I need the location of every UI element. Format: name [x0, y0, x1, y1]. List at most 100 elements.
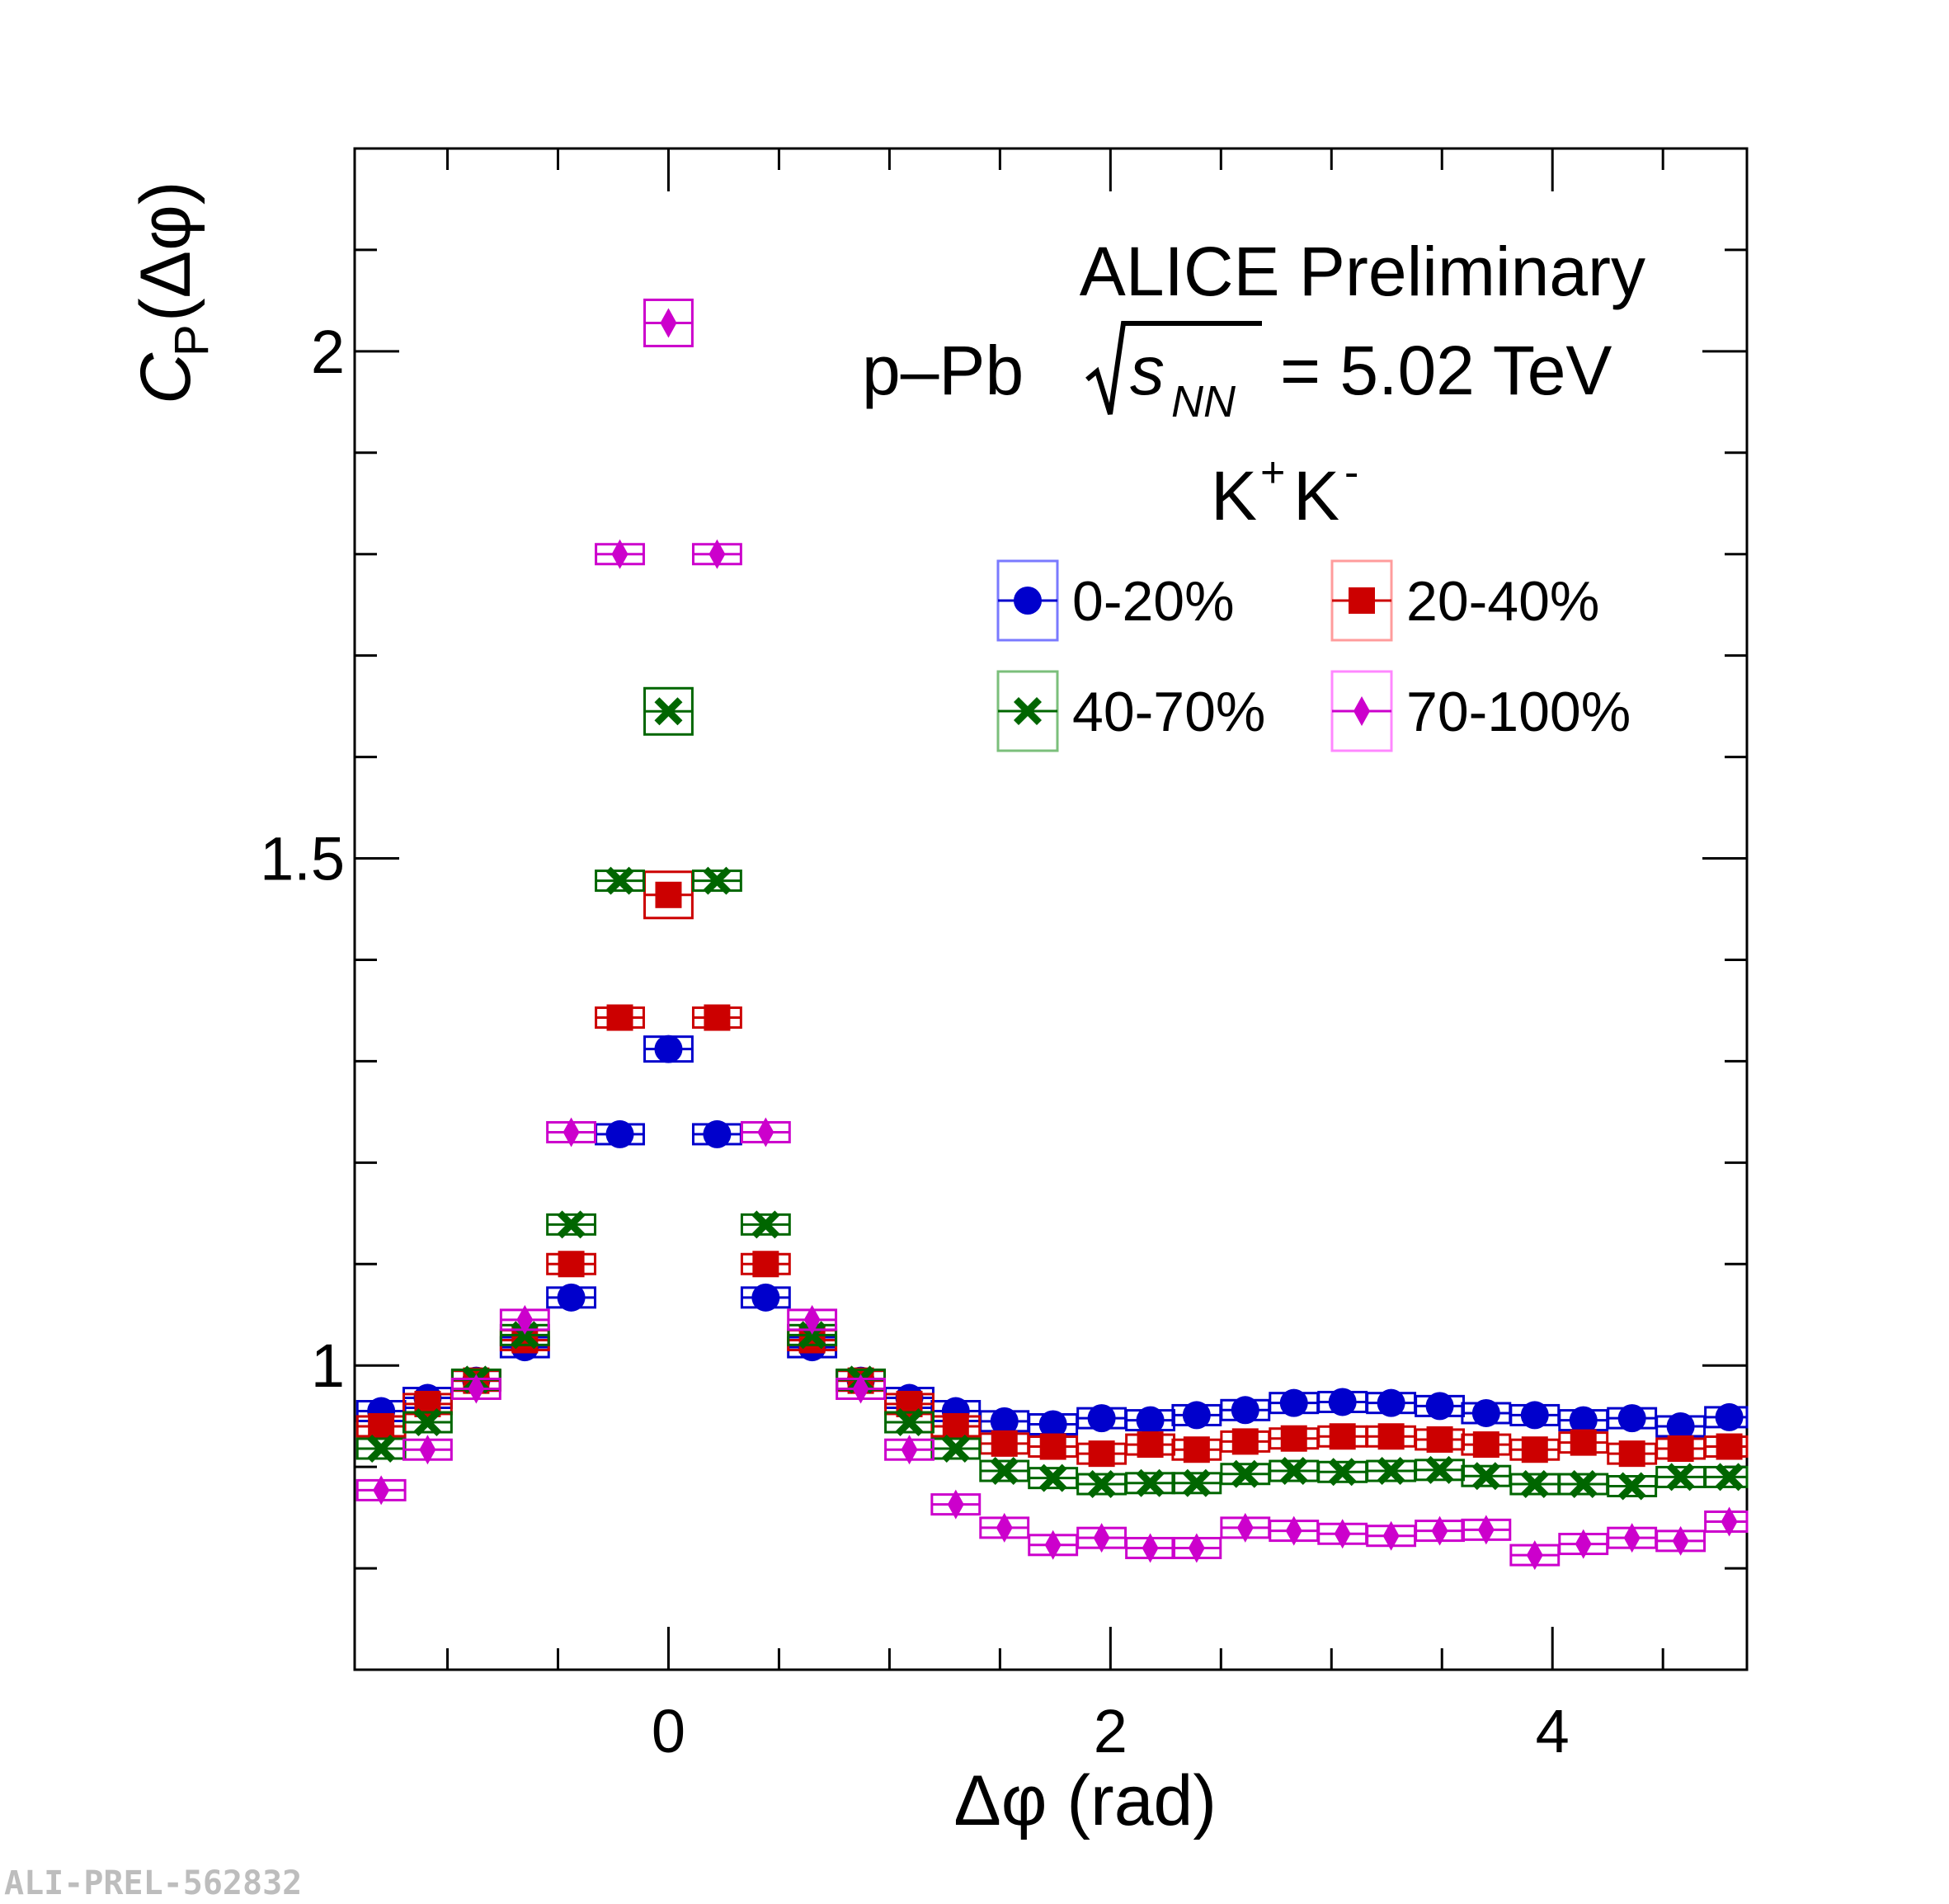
data-point — [1716, 1433, 1743, 1460]
legend-marker — [1353, 696, 1370, 726]
data-point — [996, 1512, 1013, 1543]
data-point — [605, 866, 634, 895]
data-point — [1087, 1404, 1116, 1433]
data-point — [751, 1283, 780, 1312]
legend: 0-20% 20-40% 40-70% 70-100% — [996, 559, 1631, 752]
x-tick-label: 0 — [652, 1697, 685, 1765]
data-point — [511, 1321, 539, 1350]
data-point — [1521, 1436, 1548, 1463]
series-70-100% — [355, 298, 1749, 1571]
data-point — [1328, 1388, 1357, 1416]
data-point — [751, 1210, 780, 1239]
data-point — [1382, 1520, 1400, 1551]
data-point — [1137, 1431, 1164, 1459]
experiment-label: ALICE Preliminary — [1080, 233, 1645, 310]
data-point — [1188, 1533, 1205, 1563]
data-point — [1236, 1512, 1254, 1543]
data-point — [1569, 1406, 1598, 1435]
data-point — [1617, 1404, 1646, 1433]
plot-frame — [353, 147, 1749, 1671]
data-point — [1667, 1435, 1694, 1463]
data-point — [1623, 1523, 1641, 1553]
data-point — [1425, 1455, 1454, 1484]
data-point — [1285, 1515, 1302, 1546]
x-tick-label: 2 — [1094, 1697, 1128, 1765]
data-point — [516, 1304, 534, 1335]
data-point — [468, 1374, 485, 1404]
data-point — [1377, 1388, 1405, 1417]
data-point — [990, 1407, 1019, 1435]
data-point — [1526, 1540, 1543, 1571]
series-20-40% — [355, 870, 1749, 1468]
data-point — [1721, 1506, 1738, 1537]
data-point — [1472, 1431, 1499, 1459]
data-point — [558, 1251, 585, 1278]
data-point — [1183, 1436, 1210, 1463]
data-point — [709, 539, 726, 569]
data-point — [419, 1435, 436, 1465]
data-point — [1520, 1401, 1549, 1430]
legend-item: 70-100% — [1330, 670, 1631, 752]
data-point — [1377, 1457, 1405, 1486]
legend-item: 20-40% — [1330, 559, 1599, 642]
data-point — [557, 1210, 586, 1239]
energy-subscript: NN — [1171, 377, 1236, 427]
x-axis-title: Δφ (rad) — [953, 1761, 1217, 1840]
series-0-20% — [355, 1034, 1749, 1440]
y-tick-label: 2 — [311, 318, 345, 386]
data-point — [1570, 1429, 1597, 1456]
data-point — [1666, 1412, 1695, 1440]
pair-sup-1: + — [1260, 449, 1285, 497]
y-tick-label: 1.5 — [260, 825, 345, 893]
data-point — [704, 1004, 731, 1031]
data-point — [1136, 1406, 1165, 1435]
data-point — [1617, 1472, 1646, 1501]
pair-base-2: K — [1293, 457, 1339, 535]
data-point — [803, 1304, 821, 1335]
data-point — [606, 1004, 633, 1031]
data-point — [605, 1119, 634, 1148]
data-point — [1431, 1515, 1448, 1546]
data-point — [941, 1435, 970, 1463]
pair-base-1: K — [1211, 457, 1257, 535]
data-point — [655, 881, 682, 908]
data-point — [1520, 1470, 1549, 1499]
data-point — [1569, 1470, 1598, 1499]
data-point — [798, 1321, 826, 1350]
y-axis-title-sub: P — [165, 324, 219, 356]
y-tick-label: 1 — [311, 1331, 345, 1400]
data-point — [1044, 1529, 1062, 1560]
y-axis-title-main: C — [126, 352, 205, 404]
data-point — [413, 1408, 442, 1437]
data-point — [852, 1374, 869, 1404]
data-point — [1093, 1523, 1110, 1553]
data-point — [1618, 1440, 1645, 1468]
legend-item: 0-20% — [996, 559, 1235, 642]
y-axis-title: C P (Δφ) — [126, 181, 219, 405]
data-point — [703, 866, 732, 895]
data-point — [1575, 1529, 1592, 1559]
legend-label: 40-70% — [1072, 681, 1265, 743]
data-point — [1279, 1388, 1308, 1417]
legend-item: 40-70% — [996, 670, 1265, 752]
legend-marker — [1014, 697, 1042, 725]
data-point — [1666, 1463, 1695, 1492]
data-point — [1182, 1401, 1211, 1430]
data-point — [1477, 1515, 1495, 1545]
data-point — [1231, 1428, 1259, 1455]
pair-label: K + K - — [1211, 449, 1358, 535]
data-point — [1231, 1459, 1259, 1488]
data-point — [1280, 1425, 1307, 1452]
data-point — [990, 1457, 1019, 1486]
data-point — [660, 308, 677, 338]
data-point — [563, 1117, 580, 1148]
data-point — [1715, 1463, 1744, 1492]
data-point — [1038, 1410, 1067, 1439]
legend-marker — [1014, 587, 1042, 615]
plot-area: 0 2 4 1 1.5 2 — [260, 147, 1749, 1765]
data-point — [1088, 1440, 1115, 1468]
data-point — [611, 539, 628, 569]
data-point — [947, 1489, 964, 1520]
data-point — [1231, 1396, 1259, 1425]
